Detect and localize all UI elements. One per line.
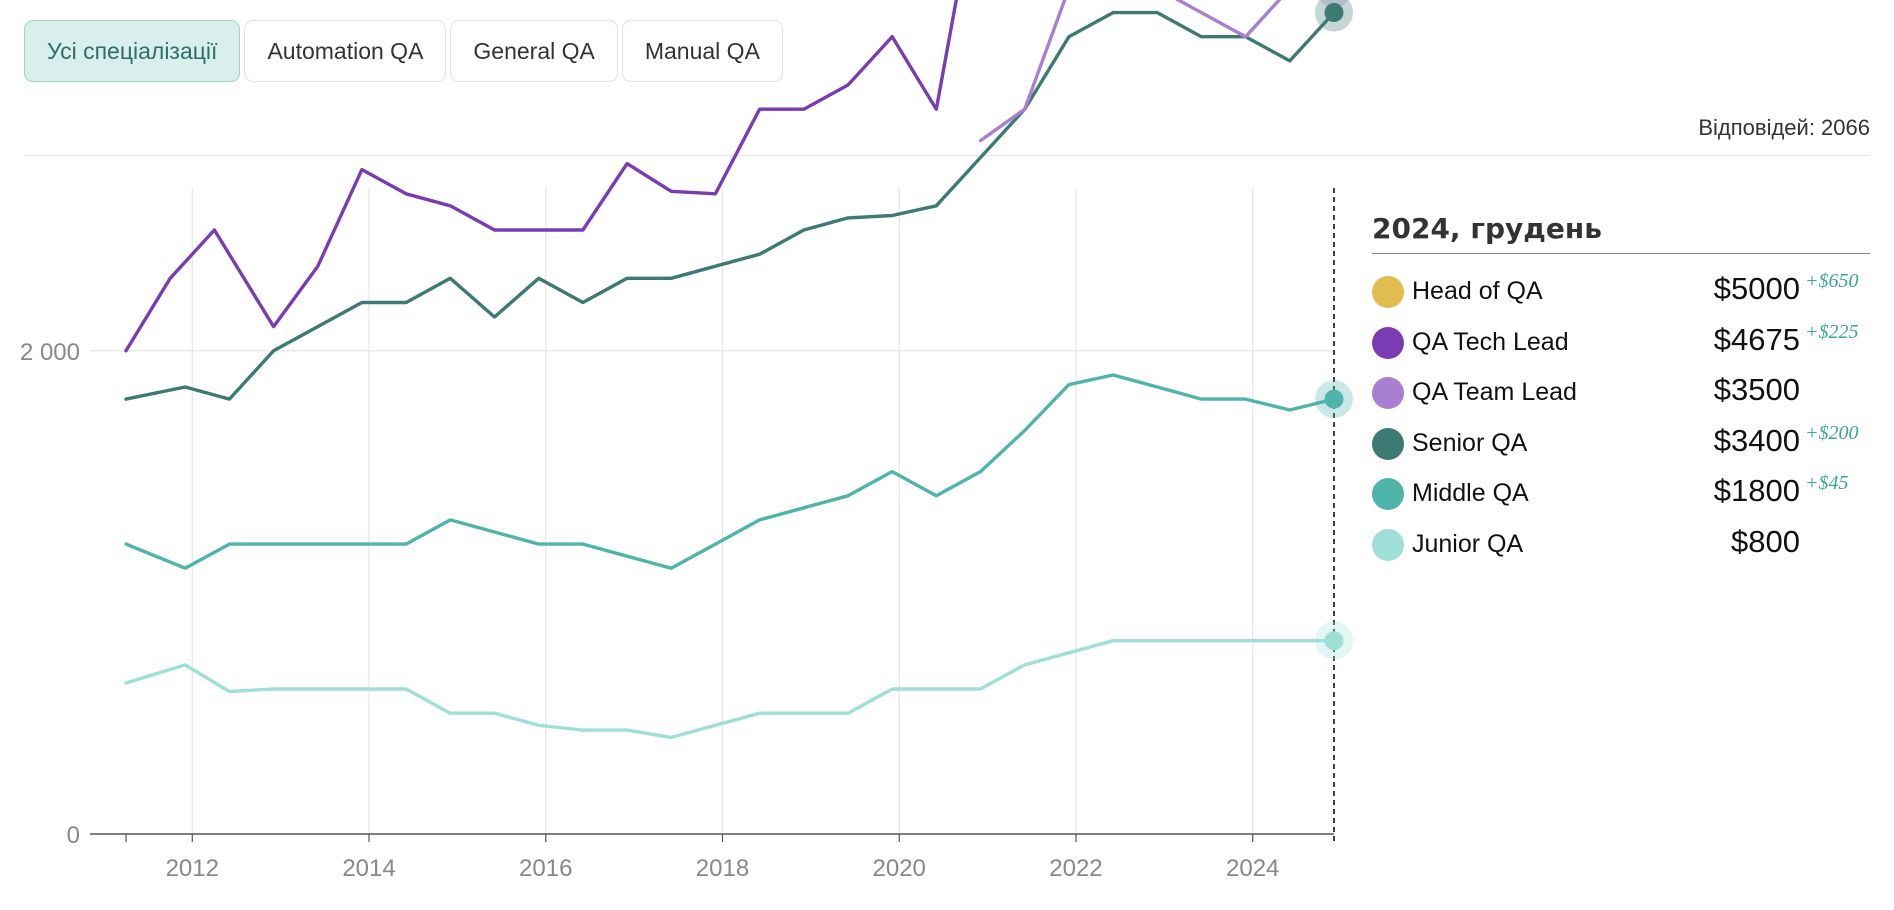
tooltip-panel: 2024, грудень Head of QA $5000 +$650 QA … bbox=[1372, 212, 1870, 569]
legend-dot-icon bbox=[1372, 377, 1404, 409]
responses-count: Відповідей: 2066 bbox=[1698, 115, 1870, 140]
series-line-junior-qa bbox=[124, 639, 1336, 740]
highlight-point-junior-qa bbox=[1324, 631, 1344, 651]
tooltip-row-qa-tech-lead: QA Tech Lead $4675 +$225 bbox=[1372, 317, 1870, 368]
tooltip-row-value: $800 bbox=[1731, 523, 1800, 559]
tooltip-row-middle-qa: Middle QA $1800 +$45 bbox=[1372, 468, 1870, 519]
tooltip-title: 2024, грудень bbox=[1372, 212, 1870, 254]
y-tick-label: 0 bbox=[67, 822, 80, 849]
tooltip-row-delta: +$200 bbox=[1805, 421, 1859, 444]
legend-dot-icon bbox=[1372, 528, 1404, 561]
legend-dot-icon bbox=[1372, 276, 1404, 308]
tooltip-row-junior-qa: Junior QA $800 bbox=[1372, 519, 1870, 570]
legend-dot-icon bbox=[1372, 478, 1404, 510]
tooltip-row-name: Junior QA bbox=[1412, 529, 1524, 558]
tooltip-row-head-of-qa: Head of QA $5000 +$650 bbox=[1372, 266, 1870, 317]
highlight-point-middle-qa bbox=[1324, 389, 1344, 409]
tooltip-row-name: Senior QA bbox=[1412, 428, 1528, 457]
highlight-point-senior-qa bbox=[1324, 3, 1344, 23]
filter-manual-qa[interactable]: Manual QA bbox=[621, 20, 783, 82]
filter-all-specializations[interactable]: Усі спеціалізації bbox=[24, 20, 241, 82]
series-line-senior-qa bbox=[124, 10, 1336, 401]
tooltip-row-value: $4675 bbox=[1713, 321, 1800, 357]
tooltip-row-delta: +$45 bbox=[1805, 472, 1849, 494]
x-tick-label: 2016 bbox=[519, 855, 572, 882]
tooltip-row-value: $3400 bbox=[1713, 422, 1800, 458]
tooltip-row-qa-team-lead: QA Team Lead $3500 bbox=[1372, 367, 1870, 418]
x-tick-label: 2020 bbox=[873, 855, 926, 882]
tooltip-row-value: $1800 bbox=[1713, 473, 1800, 508]
tooltip-row-delta: +$650 bbox=[1805, 270, 1859, 292]
series-line-middle-qa bbox=[124, 373, 1336, 570]
specialization-filter: Усі спеціалізації Automation QA General … bbox=[24, 20, 783, 82]
y-tick-label: 2 000 bbox=[20, 339, 80, 366]
tooltip-row-name: QA Team Lead bbox=[1412, 378, 1577, 406]
tooltip-row-senior-qa: Senior QA $3400 +$200 bbox=[1372, 418, 1870, 469]
tooltip-row-delta: +$225 bbox=[1805, 320, 1859, 343]
x-tick-label: 2014 bbox=[342, 855, 395, 882]
filter-general-qa[interactable]: General QA bbox=[450, 20, 618, 82]
legend-dot-icon bbox=[1372, 326, 1404, 359]
tooltip-row-value: $3500 bbox=[1713, 372, 1800, 407]
x-tick-label: 2018 bbox=[696, 855, 749, 882]
x-tick-label: 2022 bbox=[1049, 855, 1102, 882]
x-tick-label: 2024 bbox=[1226, 855, 1279, 882]
legend-dot-icon bbox=[1372, 427, 1404, 460]
tooltip-row-name: Head of QA bbox=[1412, 277, 1543, 305]
tooltip-row-value: $5000 bbox=[1713, 271, 1800, 306]
series-line-qa-team-lead bbox=[978, 0, 1282, 143]
tooltip-row-name: Middle QA bbox=[1412, 479, 1529, 507]
series-line-qa-tech-lead bbox=[124, 0, 959, 353]
filter-automation-qa[interactable]: Automation QA bbox=[244, 20, 447, 82]
x-tick-label: 2012 bbox=[166, 855, 219, 882]
tooltip-row-name: QA Tech Lead bbox=[1412, 327, 1569, 356]
header-divider bbox=[24, 155, 1870, 156]
